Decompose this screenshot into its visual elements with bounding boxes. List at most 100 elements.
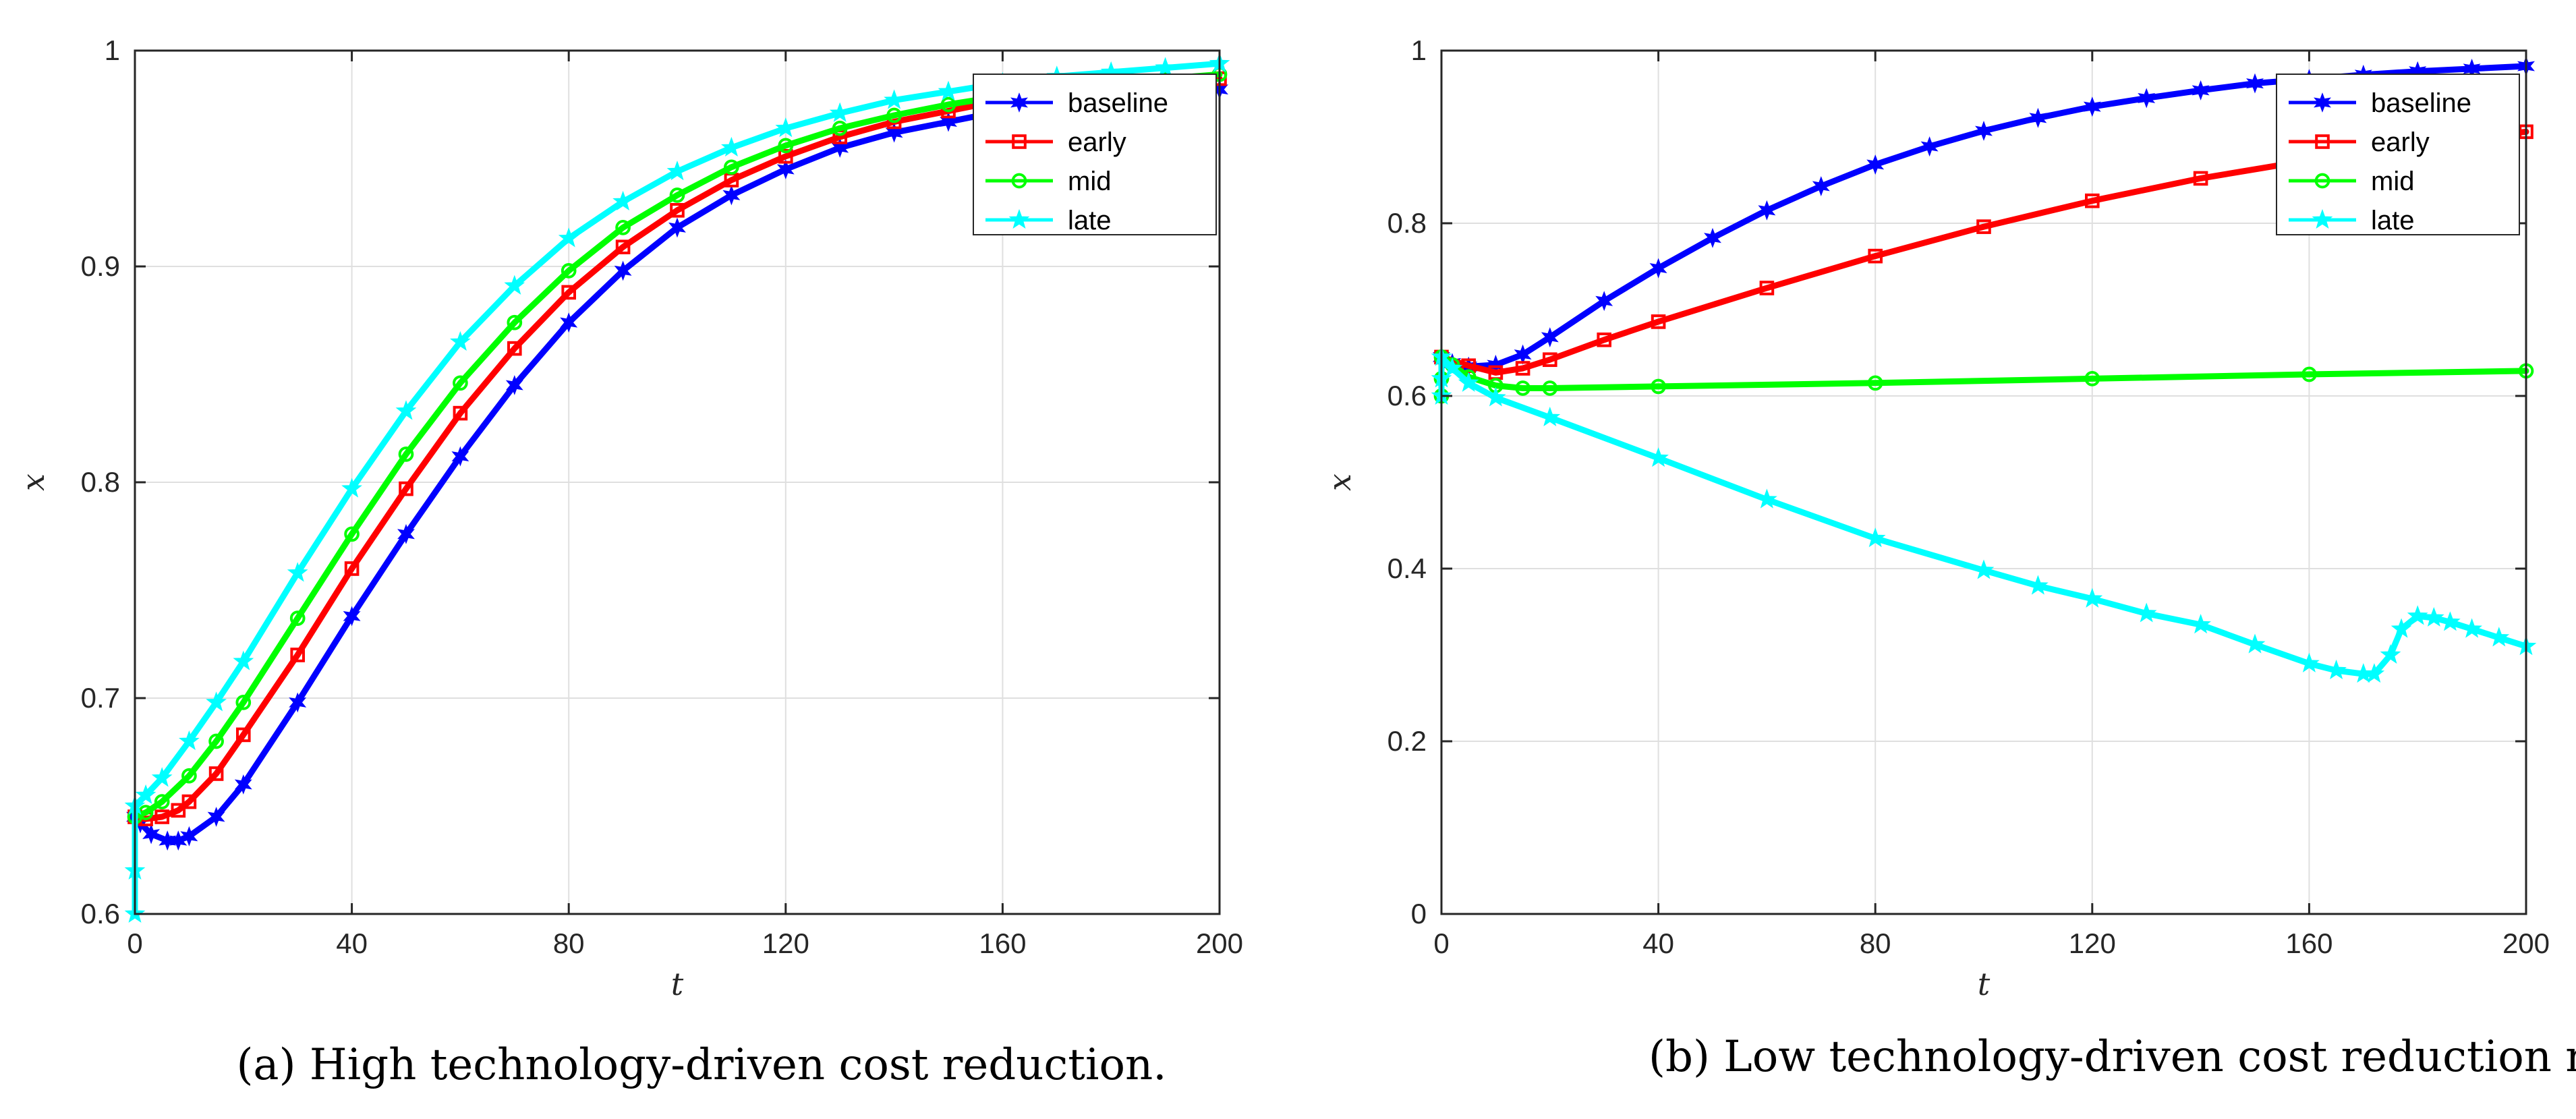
panel-a-data-point-baseline	[343, 606, 361, 627]
panel-a-ticks: 0 40 80 120 160 200 0.6 0.7 0.8 0.9 1	[81, 34, 1243, 959]
panel-b-axes-frame	[1440, 49, 2527, 915]
panel-a-data-point-mid	[398, 447, 414, 462]
panel-b-legend-label-late: late	[2371, 206, 2415, 235]
panel-a-data-point-baseline	[234, 774, 252, 795]
panel-b-legend-label-baseline: baseline	[2371, 88, 2471, 118]
panel-a-data-point-baseline	[289, 692, 307, 713]
panel-a-data-point-mid	[940, 96, 956, 113]
panel-a-data-point-late	[151, 767, 173, 787]
panel-a-data-point-baseline	[397, 523, 415, 544]
panel-a-data-point-baseline	[560, 312, 578, 333]
panel-b-data-point-baseline	[1920, 136, 1939, 157]
panel-a-grid	[135, 51, 1220, 914]
panel-b-data-point-baseline	[2083, 96, 2101, 117]
panel-a-data-point-baseline	[180, 826, 198, 847]
panel-b-data-point-late	[2244, 633, 2266, 654]
panel-b-data-point-mid	[2084, 371, 2100, 386]
panel-b-data-point-late	[2136, 602, 2157, 623]
panel-a-x-tick-label: 160	[979, 927, 1026, 959]
panel-a-legend-label-early: early	[1068, 127, 1126, 157]
panel-b-y-tick-label: 0.8	[1387, 207, 1427, 239]
panel-b-y-tick-label: 0.2	[1387, 725, 1427, 757]
panel-a-data-point-mid	[669, 188, 685, 203]
panel-a-y-tick-label: 0.8	[81, 466, 120, 498]
panel-b-legend-marker-mid	[2314, 173, 2330, 189]
panel-a-data-point-early	[778, 149, 793, 164]
panel-a-data-point-baseline	[668, 217, 686, 238]
panel-b-series-line-early	[1438, 128, 2529, 376]
panel-b-data-point-late	[1485, 386, 1506, 407]
panel-a-data-point-late	[179, 730, 200, 751]
panel-b-data-point-late	[1539, 406, 1561, 427]
panel-a-data-point-late	[395, 400, 417, 420]
panel-b-y-tick-label: 0.6	[1387, 380, 1427, 411]
panel-a-data-point-early	[507, 341, 522, 356]
panel-b-data-point-early	[2193, 171, 2208, 186]
panel-a-data-point-baseline	[505, 375, 523, 395]
panel-b-data-point-mid	[1651, 378, 1666, 395]
panel-a-data-point-mid	[154, 794, 170, 809]
panel-b-x-tick-label: 40	[1642, 927, 1674, 959]
panel-a-x-axis-label: t	[671, 966, 684, 1002]
panel-b-chart: 0 40 80 120 160 200 0 0.2 0.4 0.6 0.8 1 t x baselin…	[1321, 34, 2576, 1082]
panel-b-data-point-mid	[1515, 380, 1530, 396]
panel-b-data-point-baseline	[2029, 107, 2047, 128]
panel-b-grid	[1441, 51, 2526, 914]
panel-a-data-point-early	[236, 727, 251, 743]
panel-b-data-point-baseline	[1975, 121, 1993, 141]
panel-b-legend-label-mid: mid	[2371, 167, 2414, 196]
panel-b-data-point-early	[2085, 193, 2100, 208]
panel-b-data-point-baseline	[1541, 327, 1559, 347]
panel-b-data-point-baseline	[1704, 227, 1721, 248]
panel-a-data-point-early	[171, 803, 186, 818]
panel-a-data-point-late	[287, 562, 308, 582]
panel-a-data-point-baseline	[142, 824, 161, 844]
panel-b-data-point-early	[1651, 314, 1666, 329]
panel-a-data-point-mid	[344, 526, 360, 542]
panel-b-data-point-early	[1868, 248, 1883, 264]
panel-a-data-point-early	[344, 561, 360, 576]
panel-a-x-tick-label: 80	[553, 927, 585, 959]
panel-b-data-point-late	[2364, 663, 2385, 683]
panel-a-data-point-early	[208, 766, 224, 781]
panel-a-data-point-late	[612, 190, 633, 211]
panel-a-y-tick-label: 1	[105, 34, 120, 66]
panel-a-data-point-mid	[507, 314, 523, 331]
panel-b-data-point-late	[2407, 605, 2428, 625]
panel-a-data-point-late	[721, 136, 742, 157]
panel-b-data-point-baseline	[1758, 200, 1776, 221]
panel-a-data-point-mid	[886, 107, 902, 123]
panel-a-y-tick-label: 0.6	[81, 898, 120, 929]
panel-b-y-tick-label: 0	[1411, 898, 1427, 929]
panel-b-data-point-mid	[2301, 366, 2317, 382]
panel-a-data-point-late	[1155, 57, 1176, 77]
panel-a-data-point-mid	[181, 768, 197, 784]
panel-a-legend-marker-early	[1012, 134, 1027, 149]
panel-b-legend-marker-baseline	[2314, 92, 2331, 113]
panel-b-data-point-late	[1441, 357, 1463, 378]
panel-b-data-point-late	[1756, 488, 1777, 509]
panel-a-data-point-mid	[453, 375, 468, 391]
panel-a-data-point-late	[884, 89, 905, 109]
panel-b-data-point-early	[1976, 219, 1991, 234]
panel-b-data-point-early	[1515, 361, 1530, 376]
panel-b-caption: (b) Low technology-driven cost reduction…	[1649, 1032, 2576, 1082]
panel-b-x-tick-label: 80	[1860, 927, 1891, 959]
panel-b-data-point-late	[2082, 587, 2103, 608]
panel-a-data-point-baseline	[776, 159, 795, 179]
panel-b-legend-label-early: early	[2371, 127, 2430, 157]
panel-a-legend: baseline early mid late	[973, 74, 1217, 235]
panel-b-legend: baseline early mid late	[2276, 74, 2520, 235]
panel-a-data-point-late	[666, 161, 688, 181]
panel-b-legend-marker-late	[2312, 208, 2333, 229]
panel-b-legend-marker-early	[2315, 134, 2330, 149]
panel-a-legend-label-mid: mid	[1068, 167, 1111, 196]
panel-a-y-axis-label: x	[15, 474, 51, 491]
panel-b-ticks: 0 40 80 120 160 200 0 0.2 0.4 0.6 0.8 1	[1387, 34, 2550, 959]
panel-a-data-point-late	[206, 691, 227, 712]
panel-a-data-point-mid	[561, 263, 577, 279]
panel-b-data-point-late	[1648, 447, 1669, 467]
panel-a-x-tick-label: 40	[336, 927, 368, 959]
panel-b-data-point-baseline	[2192, 80, 2210, 101]
panel-b-data-point-late	[2391, 618, 2412, 638]
